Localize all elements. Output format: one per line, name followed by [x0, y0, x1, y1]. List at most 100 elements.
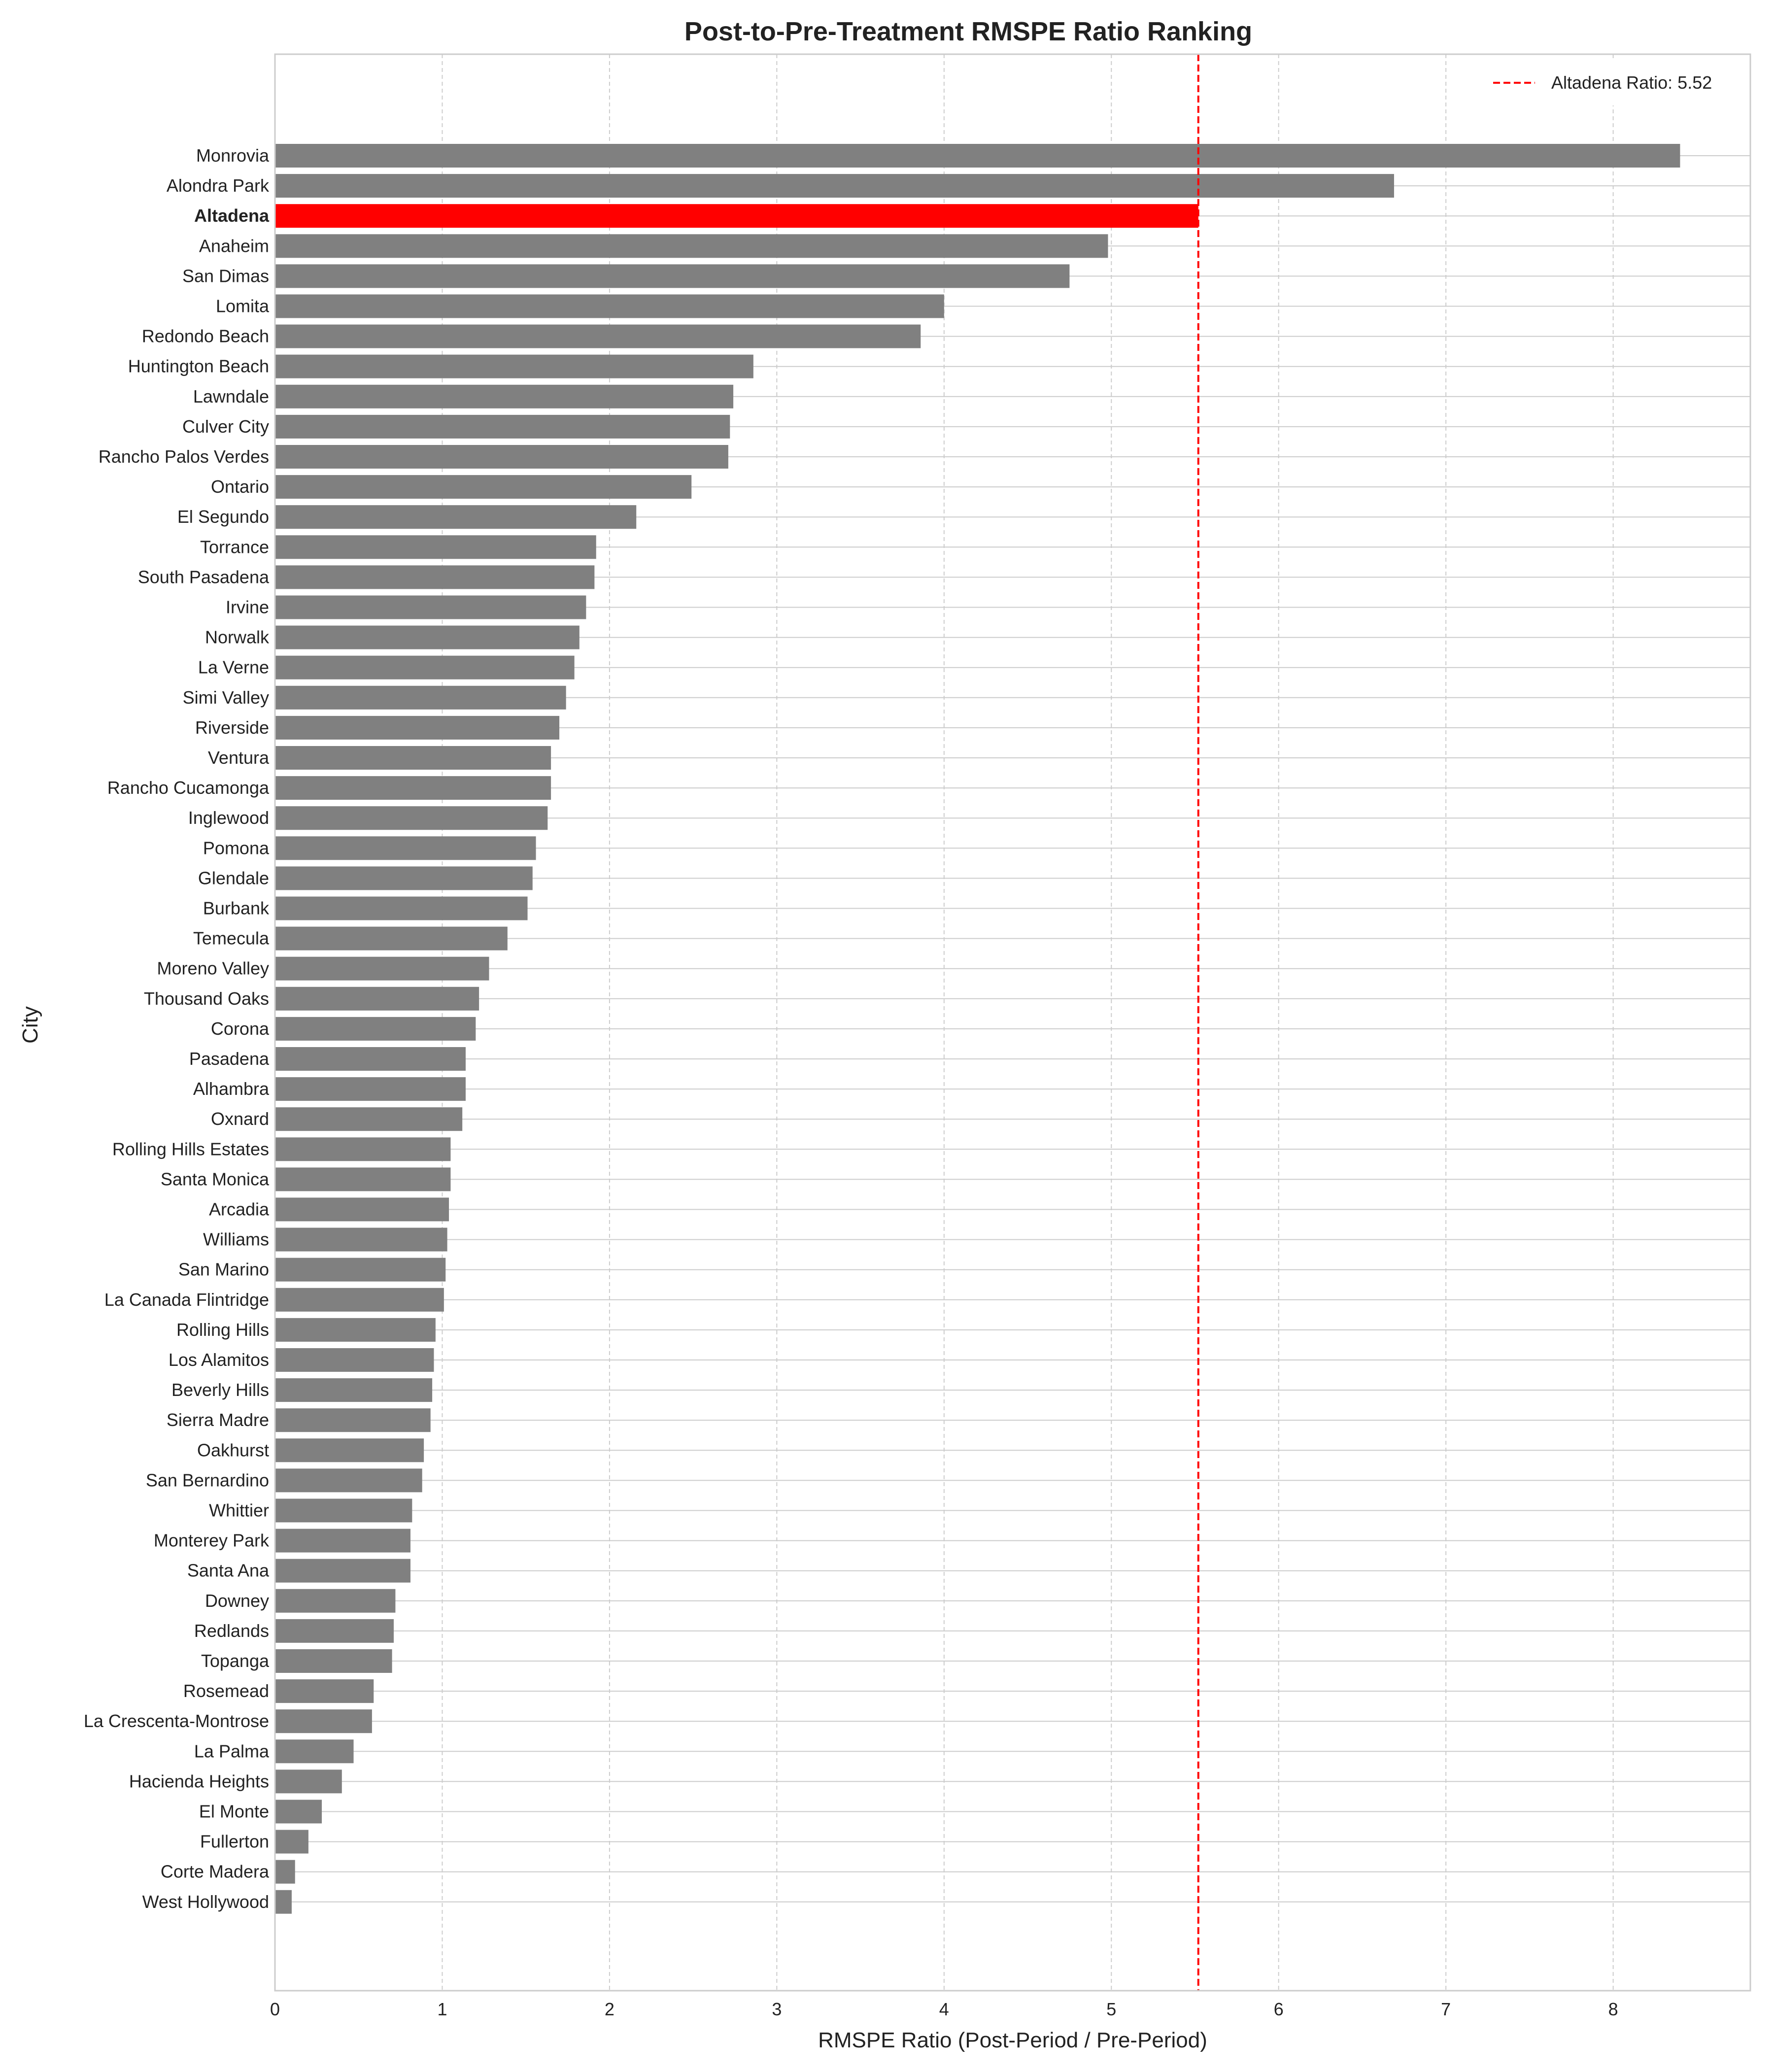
category-label: Los Alamitos: [169, 1350, 269, 1370]
category-label: La Canada Flintridge: [104, 1290, 269, 1310]
bar: [275, 384, 734, 408]
bar: [275, 1709, 372, 1733]
bar: [275, 445, 728, 469]
category-label: Whittier: [209, 1500, 269, 1521]
y-axis-label: City: [18, 1006, 42, 1044]
x-tick-label: 0: [270, 1999, 280, 2019]
x-tick-label: 7: [1441, 1999, 1451, 2019]
category-label: Oakhurst: [197, 1440, 269, 1460]
category-label: Inglewood: [188, 808, 269, 828]
category-label: Corona: [211, 1019, 270, 1039]
plot-frame: [274, 53, 1751, 1992]
bar: [275, 1137, 451, 1161]
bar: [275, 264, 1070, 288]
category-label: Topanga: [201, 1651, 270, 1671]
category-label: Rolling Hills Estates: [112, 1139, 269, 1159]
bar: [275, 294, 944, 318]
category-label: San Dimas: [182, 266, 269, 286]
category-label: San Marino: [178, 1259, 269, 1280]
category-label: Rancho Palos Verdes: [99, 446, 269, 467]
category-label: Williams: [203, 1229, 269, 1250]
bar: [275, 1529, 410, 1553]
category-label: Beverly Hills: [171, 1380, 269, 1400]
x-tick-label: 1: [437, 1999, 447, 2019]
bar: [275, 1679, 374, 1703]
category-label: El Segundo: [177, 507, 269, 527]
category-label: West Hollywood: [142, 1892, 269, 1912]
bar: [275, 1047, 466, 1071]
category-label: Moreno Valley: [157, 958, 269, 979]
bar: [275, 1830, 308, 1854]
category-label: Alhambra: [193, 1079, 270, 1099]
bar: [275, 1800, 322, 1824]
category-label: Lawndale: [193, 386, 269, 407]
bar: [275, 986, 479, 1011]
x-tick-label: 6: [1274, 1999, 1284, 2019]
x-axis-label: RMSPE Ratio (Post-Period / Pre-Period): [818, 2028, 1207, 2052]
bar: [275, 1378, 433, 1402]
bar: [275, 1107, 463, 1131]
bar: [275, 414, 730, 439]
category-label: Santa Ana: [187, 1561, 270, 1581]
category-label: Monrovia: [196, 145, 270, 166]
category-label: Oxnard: [211, 1109, 269, 1129]
category-label: Rolling Hills: [176, 1320, 269, 1340]
category-label: Altadena: [194, 205, 270, 226]
category-labels: Monrovia Alondra Park Altadena Anaheim San D…: [84, 145, 270, 1912]
category-label: Redlands: [194, 1621, 269, 1641]
bar: [275, 324, 921, 348]
bar: [275, 1769, 342, 1794]
bar: [275, 1167, 451, 1191]
x-tick-labels: 0 1 2 3 4 5 6 7 8: [270, 1999, 1618, 2019]
bar-highlighted: [275, 204, 1198, 228]
bar: [275, 1348, 434, 1372]
category-label: Anaheim: [199, 236, 269, 256]
bar: [275, 1077, 466, 1101]
category-label: Ontario: [211, 476, 269, 497]
bar: [275, 1257, 446, 1282]
bar: [275, 505, 637, 529]
category-label: Irvine: [226, 597, 269, 617]
bar: [275, 1498, 412, 1523]
bar: [275, 475, 692, 499]
category-label: Pasadena: [189, 1049, 270, 1069]
x-tick-label: 4: [939, 1999, 949, 2019]
x-tick-label: 8: [1608, 1999, 1618, 2019]
category-label: Arcadia: [209, 1199, 270, 1220]
bar: [275, 595, 586, 619]
category-label: La Palma: [194, 1741, 270, 1761]
bar: [275, 144, 1680, 168]
bar: [275, 1559, 410, 1583]
bar: [275, 836, 536, 860]
bar: [275, 956, 489, 981]
bar: [275, 1017, 476, 1041]
bars: [275, 144, 1680, 1914]
category-label: Downey: [205, 1591, 269, 1611]
legend: Altadena Ratio: 5.52: [1468, 60, 1764, 105]
category-label: Corte Madera: [161, 1862, 270, 1882]
bar: [275, 866, 533, 890]
bar: [275, 1197, 449, 1222]
bar: [275, 746, 551, 770]
category-label: Redondo Beach: [142, 326, 269, 346]
category-label: Sierra Madre: [167, 1410, 269, 1430]
x-tick-label: 3: [772, 1999, 782, 2019]
category-label: Fullerton: [200, 1832, 269, 1852]
bar: [275, 1318, 436, 1342]
bar: [275, 1589, 396, 1613]
category-label: Monterey Park: [154, 1530, 270, 1551]
category-label: Burbank: [203, 898, 270, 918]
bar: [275, 1739, 354, 1764]
bar: [275, 715, 560, 740]
category-label: Temecula: [193, 928, 270, 949]
bar: [275, 1408, 431, 1432]
bar: [275, 535, 596, 559]
bar: [275, 896, 528, 920]
x-tick-label: 2: [605, 1999, 614, 2019]
category-label: Pomona: [203, 838, 270, 858]
bar: [275, 926, 508, 951]
bar: [275, 1227, 447, 1252]
category-label: Torrance: [200, 537, 269, 557]
